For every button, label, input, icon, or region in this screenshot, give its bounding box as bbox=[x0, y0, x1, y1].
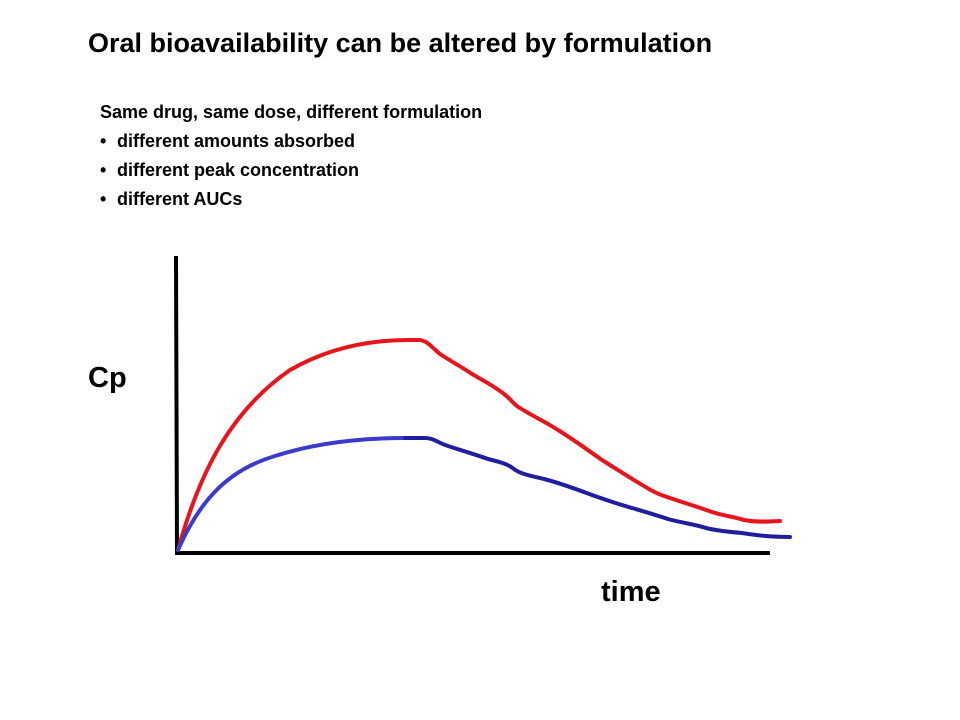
bullet-icon: • bbox=[100, 189, 107, 209]
curve-low-bioavailability-rise bbox=[176, 436, 407, 552]
slide-title: Oral bioavailability can be altered by f… bbox=[88, 28, 713, 58]
curve-high-bioavailability bbox=[176, 338, 782, 552]
curve-low-bioavailability-decay bbox=[403, 436, 792, 539]
bullet-item: • different amounts absorbed bbox=[100, 127, 482, 156]
bullet-icon: • bbox=[100, 131, 107, 151]
bullet-text: different AUCs bbox=[117, 189, 243, 209]
bullet-item: • different AUCs bbox=[100, 185, 482, 214]
notes-heading: Same drug, same dose, different formulat… bbox=[100, 102, 483, 122]
notes-block: Same drug, same dose, different formulat… bbox=[100, 98, 482, 214]
bullet-icon: • bbox=[100, 160, 107, 180]
y-axis bbox=[174, 255, 179, 555]
bullet-item: • different peak concentration bbox=[100, 156, 482, 185]
bullet-list: • different amounts absorbed • different p… bbox=[100, 127, 482, 214]
y-axis-label: Cp bbox=[88, 362, 127, 394]
x-axis-label: time bbox=[601, 576, 661, 608]
bullet-text: different amounts absorbed bbox=[117, 131, 356, 151]
bullet-text: different peak concentration bbox=[117, 160, 360, 180]
